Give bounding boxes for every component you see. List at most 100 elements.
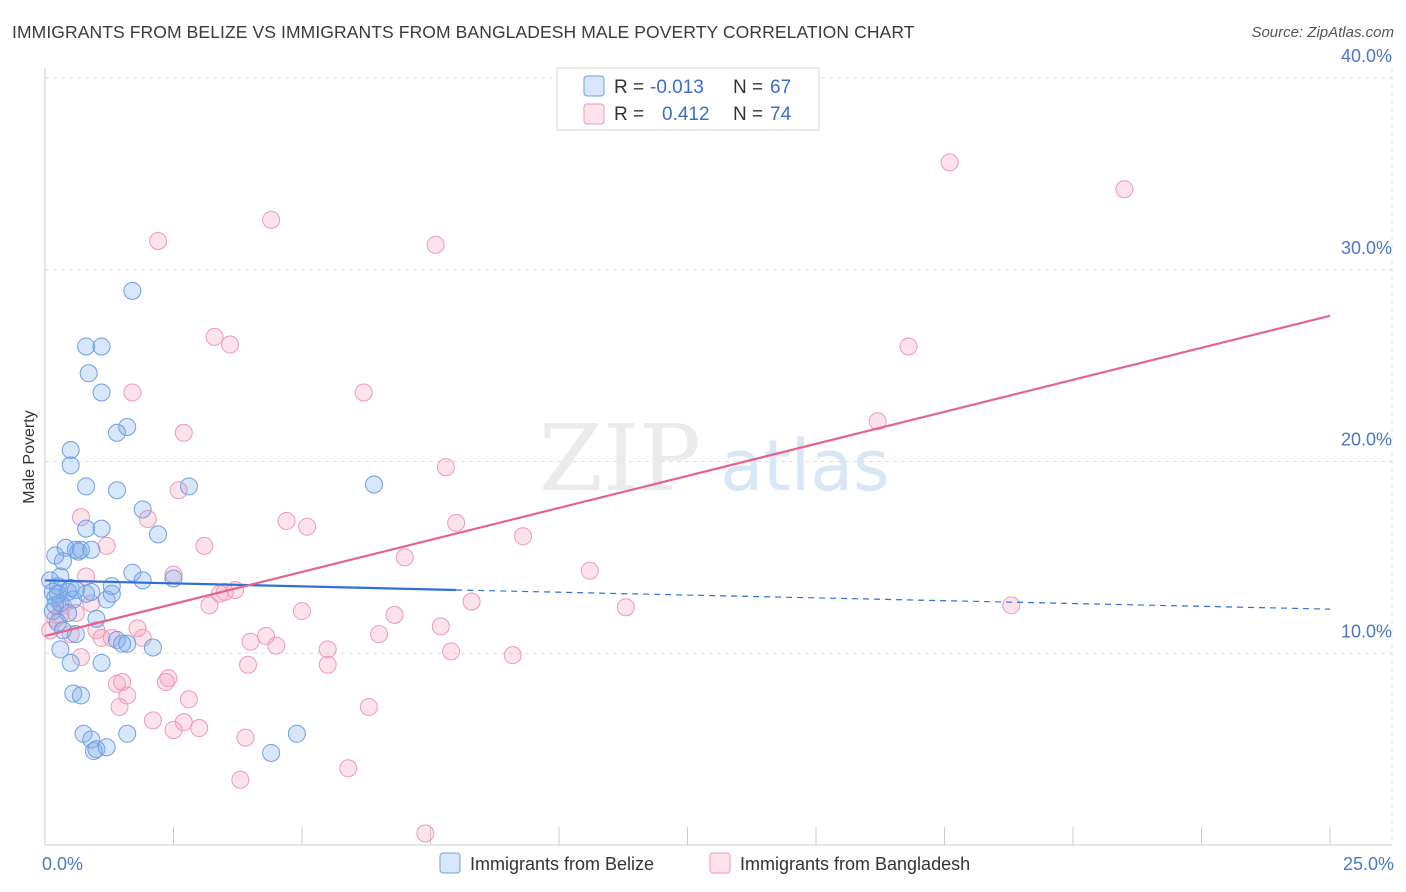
bangladesh-point bbox=[1115, 180, 1134, 199]
bangladesh-point bbox=[149, 231, 168, 250]
legend-r-label-belize: R = bbox=[614, 77, 644, 98]
bangladesh-point bbox=[359, 697, 378, 716]
belize-point bbox=[59, 603, 78, 622]
bangladesh-point bbox=[354, 383, 373, 402]
bangladesh-point bbox=[442, 642, 461, 661]
bangladesh-point bbox=[169, 481, 188, 500]
bangladesh-point bbox=[298, 517, 317, 536]
tick-labels: 10.0% 20.0% 30.0% 40.0% 0.0% 25.0% bbox=[42, 46, 1394, 874]
bangladesh-point bbox=[113, 673, 132, 692]
bangladesh-point bbox=[174, 713, 193, 732]
belize-point bbox=[123, 563, 142, 582]
belize-point bbox=[102, 577, 121, 596]
bangladesh-point bbox=[462, 592, 481, 611]
bangladesh-point bbox=[293, 602, 311, 621]
belize-point bbox=[92, 519, 111, 538]
series-legend: Immigrants from Belize Immigrants from B… bbox=[439, 852, 970, 874]
axes bbox=[44, 68, 1393, 846]
belize-point bbox=[71, 540, 90, 559]
bangladesh-point bbox=[200, 596, 219, 615]
belize-point bbox=[97, 738, 116, 757]
bangladesh-point bbox=[143, 711, 162, 730]
bangladesh-point bbox=[899, 337, 918, 356]
series-legend-label-bangladesh[interactable]: Immigrants from Bangladesh bbox=[740, 854, 970, 874]
bangladesh-point bbox=[92, 628, 111, 647]
belize-trend-extension bbox=[456, 589, 1331, 610]
bangladesh-point bbox=[174, 423, 193, 442]
trend-lines bbox=[44, 314, 1331, 638]
legend-swatch-belize bbox=[583, 75, 605, 97]
y-tick-label: 40.0% bbox=[1341, 46, 1392, 66]
belize-point bbox=[97, 590, 116, 609]
x-tick-label: 25.0% bbox=[1343, 854, 1394, 874]
bangladesh-point bbox=[71, 508, 90, 527]
bangladesh-point bbox=[66, 603, 85, 622]
bangladesh-point bbox=[580, 561, 599, 580]
belize-point bbox=[123, 281, 142, 300]
belize-point bbox=[71, 686, 90, 705]
series-legend-swatch-belize[interactable] bbox=[439, 852, 461, 874]
bangladesh-point bbox=[128, 619, 147, 638]
belize-point bbox=[133, 571, 152, 590]
legend-n-value-bangladesh: 74 bbox=[770, 104, 792, 125]
belize-point bbox=[92, 653, 111, 672]
bangladesh-point bbox=[195, 536, 214, 555]
bangladesh-point bbox=[318, 640, 337, 659]
bangladesh-point bbox=[221, 335, 240, 354]
bangladesh-point bbox=[940, 153, 959, 172]
belize-point bbox=[287, 724, 306, 743]
series-legend-label-belize[interactable]: Immigrants from Belize bbox=[470, 854, 654, 874]
belize-point bbox=[77, 337, 96, 356]
belize-point bbox=[107, 423, 126, 442]
bangladesh-point bbox=[318, 655, 337, 674]
bangladesh-point bbox=[370, 625, 389, 644]
legend-n-label-belize: N = bbox=[733, 77, 763, 98]
y-tick-label: 30.0% bbox=[1341, 238, 1392, 258]
bangladesh-point bbox=[262, 210, 281, 229]
bangladesh-point bbox=[239, 655, 258, 674]
belize-point bbox=[118, 634, 137, 653]
y-tick-label: 20.0% bbox=[1341, 430, 1392, 450]
source-credit: Source: ZipAtlas.com bbox=[1251, 24, 1394, 41]
belize-point bbox=[179, 477, 198, 496]
bangladesh-point bbox=[97, 536, 116, 555]
x-tick-label: 0.0% bbox=[42, 854, 83, 874]
chart-title: IMMIGRANTS FROM BELIZE VS IMMIGRANTS FRO… bbox=[12, 22, 915, 42]
bangladesh-point bbox=[110, 697, 129, 716]
bangladesh-point bbox=[205, 327, 224, 346]
belize-point bbox=[262, 743, 281, 762]
bangladesh-point bbox=[156, 673, 175, 692]
legend-box bbox=[556, 67, 820, 131]
belize-point bbox=[102, 584, 121, 603]
belize-point bbox=[61, 456, 80, 475]
watermark: ZIP atlas bbox=[539, 405, 890, 512]
belize-point bbox=[149, 525, 168, 544]
belize-points bbox=[41, 281, 383, 762]
bangladesh-point bbox=[138, 510, 157, 529]
belize-point bbox=[118, 724, 137, 743]
series-legend-swatch-bangladesh[interactable] bbox=[709, 852, 731, 874]
belize-point bbox=[133, 500, 152, 519]
legend-r-value-belize: -0.013 bbox=[650, 77, 704, 98]
bangladesh-point bbox=[503, 646, 522, 665]
bangladesh-trend-line bbox=[44, 314, 1331, 638]
belize-point bbox=[66, 540, 85, 559]
bangladesh-point bbox=[395, 548, 414, 567]
watermark-zip: ZIP bbox=[539, 405, 701, 512]
belize-point bbox=[51, 640, 70, 659]
bangladesh-point bbox=[71, 648, 90, 667]
bangladesh-points bbox=[41, 153, 1134, 843]
legend-r-label-bangladesh: R = bbox=[614, 104, 644, 125]
legend-r-value-bangladesh: 0.412 bbox=[662, 104, 710, 125]
bangladesh-point bbox=[339, 759, 358, 778]
belize-point bbox=[53, 552, 72, 571]
bangladesh-point bbox=[1002, 596, 1021, 615]
bangladesh-point bbox=[179, 690, 198, 709]
belize-point bbox=[77, 477, 96, 496]
belize-point bbox=[82, 540, 101, 559]
legend-n-value-belize: 67 bbox=[770, 77, 791, 98]
bangladesh-point bbox=[190, 719, 209, 738]
y-tick-label: 10.0% bbox=[1341, 621, 1392, 641]
bangladesh-point bbox=[416, 824, 435, 843]
belize-point bbox=[66, 580, 85, 599]
